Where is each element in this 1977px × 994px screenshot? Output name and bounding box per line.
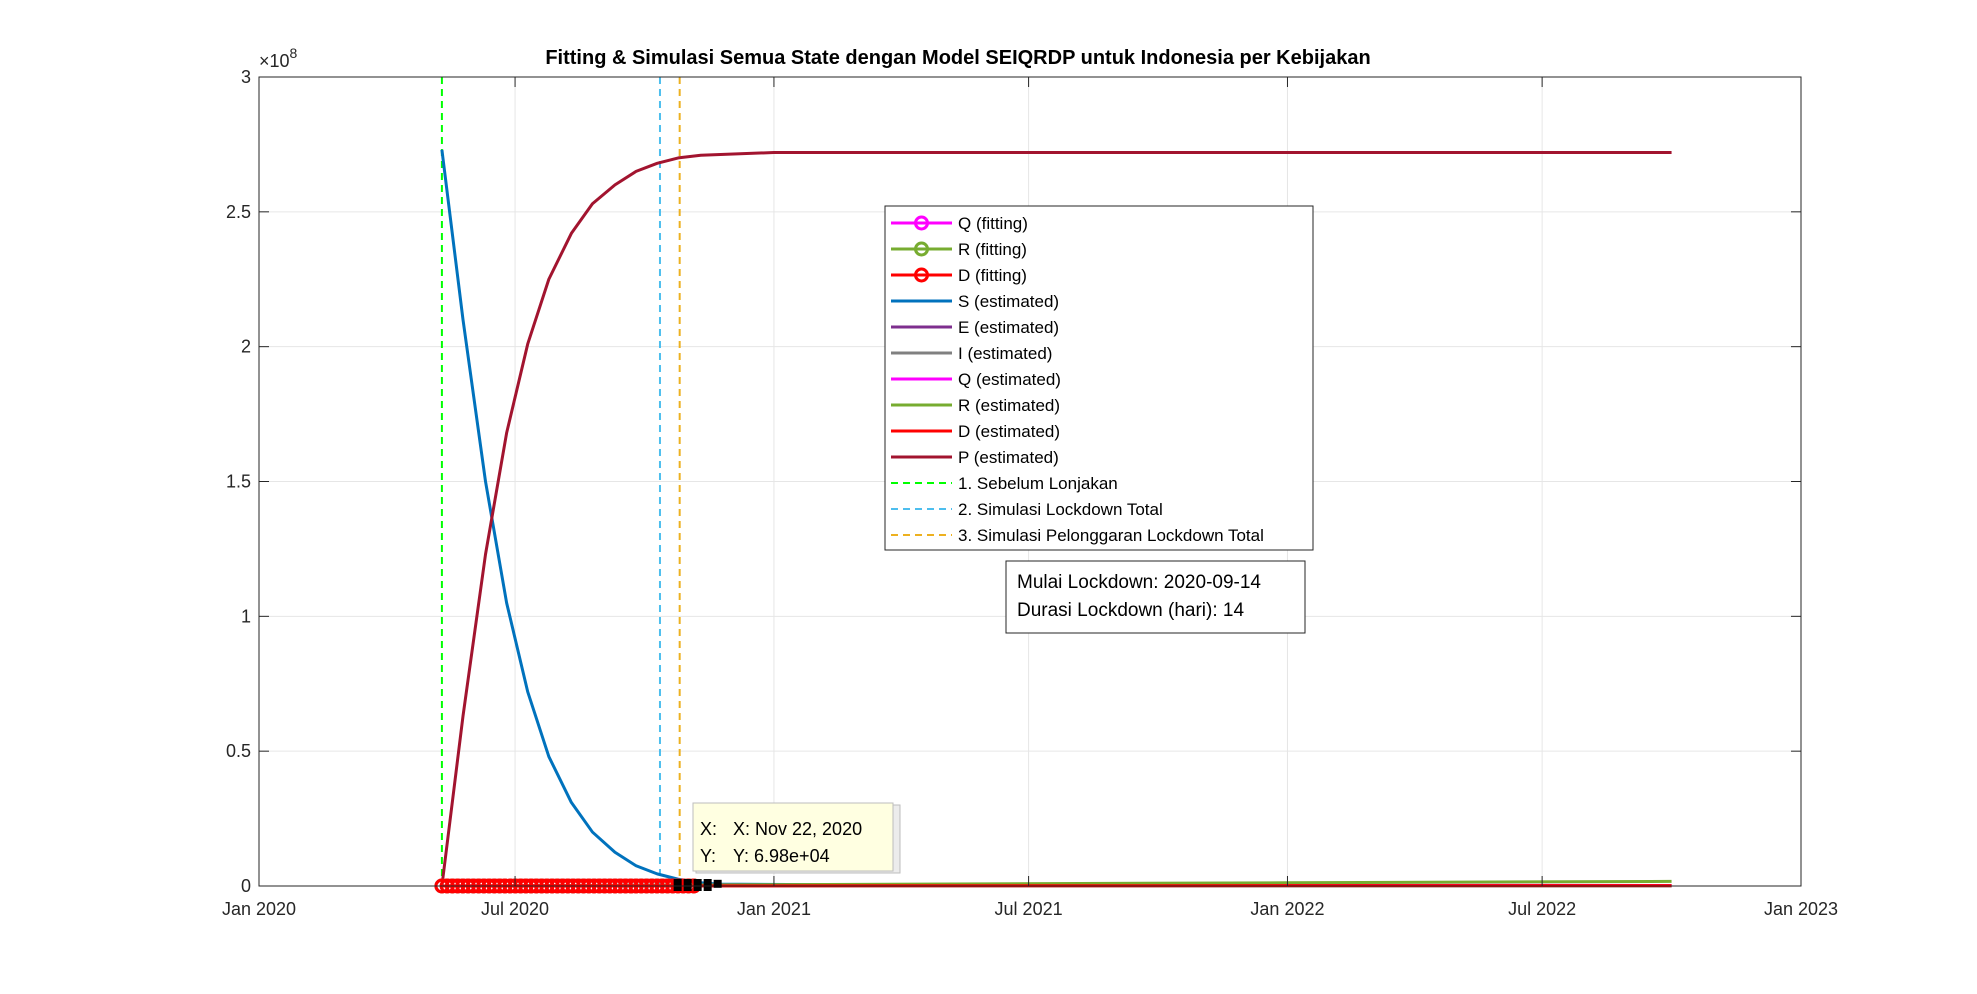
legend-label: R (estimated) xyxy=(958,396,1060,415)
y-tick-label: 1.5 xyxy=(226,472,251,492)
datatip-leader-mark xyxy=(704,879,712,891)
datatip-leader-mark xyxy=(674,879,682,891)
chart-title: Fitting & Simulasi Semua State dengan Mo… xyxy=(545,47,1370,69)
legend-label: R (fitting) xyxy=(958,240,1027,259)
y-tick-label: 3 xyxy=(241,67,251,87)
x-tick-label: Jan 2021 xyxy=(737,899,811,919)
datatip-leader-mark xyxy=(684,879,692,891)
y-axis-exponent: ×108 xyxy=(259,45,298,71)
legend-label: Q (estimated) xyxy=(958,370,1061,389)
datatip-y-value: Y: 6.98e+04 xyxy=(733,846,830,866)
x-tick-label: Jan 2022 xyxy=(1250,899,1324,919)
datatip-leader-mark xyxy=(694,879,702,891)
legend-label: D (estimated) xyxy=(958,422,1060,441)
x-tick-label: Jul 2022 xyxy=(1508,899,1576,919)
x-tick-label: Jul 2021 xyxy=(995,899,1063,919)
y-tick-labels: 0 0.5 1 1.5 2 2.5 3 xyxy=(226,67,251,896)
y-tick-label: 1 xyxy=(241,606,251,626)
legend-label: 1. Sebelum Lonjakan xyxy=(958,474,1118,493)
legend-label: 2. Simulasi Lockdown Total xyxy=(958,500,1163,519)
legend-label: D (fitting) xyxy=(958,266,1027,285)
y-tick-label: 0.5 xyxy=(226,741,251,761)
y-tick-label: 2.5 xyxy=(226,202,251,222)
x-tick-labels: Jan 2020 Jul 2020 Jan 2021 Jul 2021 Jan 2022… xyxy=(222,899,1838,919)
annotation-start: Mulai Lockdown: 2020-09-14 xyxy=(1017,572,1261,593)
annotation-duration: Durasi Lockdown (hari): 14 xyxy=(1017,600,1244,621)
datatip-x-prefix: X: xyxy=(700,819,717,839)
legend-label: 3. Simulasi Pelonggaran Lockdown Total xyxy=(958,526,1264,545)
datatip[interactable]: X: Y: X: Nov 22, 2020 Y: 6.98e+04 xyxy=(693,803,900,888)
legend-label: I (estimated) xyxy=(958,344,1052,363)
legend-label: P (estimated) xyxy=(958,448,1059,467)
y-tick-label: 0 xyxy=(241,876,251,896)
datatip-x-value: X: Nov 22, 2020 xyxy=(733,819,862,839)
x-tick-label: Jan 2020 xyxy=(222,899,296,919)
legend-label: E (estimated) xyxy=(958,318,1059,337)
datatip-y-prefix: Y: xyxy=(700,846,716,866)
x-tick-label: Jul 2020 xyxy=(481,899,549,919)
legend-label: Q (fitting) xyxy=(958,214,1028,233)
legend-label: S (estimated) xyxy=(958,292,1059,311)
y-exponent-base: ×10 xyxy=(259,51,290,71)
y-exponent-power: 8 xyxy=(290,45,298,61)
datatip-marker[interactable] xyxy=(714,880,722,888)
legend[interactable]: Q (fitting) R (fitting) D (fitting) S (esti… xyxy=(885,206,1313,550)
y-tick-label: 2 xyxy=(241,337,251,357)
x-tick-label: Jan 2023 xyxy=(1764,899,1838,919)
lockdown-annotation[interactable]: Mulai Lockdown: 2020-09-14 Durasi Lockdo… xyxy=(1006,561,1305,633)
